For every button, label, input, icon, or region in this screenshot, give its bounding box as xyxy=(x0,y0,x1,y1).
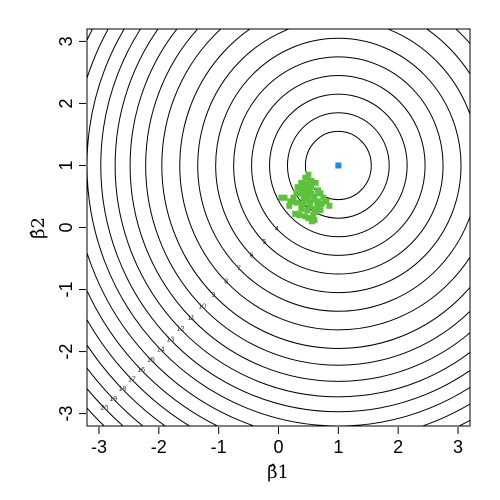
contour-label-4: 4 xyxy=(275,226,279,233)
contour-level-11 xyxy=(129,29,470,382)
contour-label-20: 20 xyxy=(100,405,108,412)
estimate-point xyxy=(302,174,309,181)
estimate-point xyxy=(311,193,318,200)
contour-level-12 xyxy=(114,29,470,398)
contour-label-19: 19 xyxy=(109,396,117,403)
x-tick-label: 1 xyxy=(333,437,343,457)
estimate-point xyxy=(314,202,321,209)
y-axis: -3 -2 -1 0 1 2 3 xyxy=(56,36,86,422)
contour-label-14: 14 xyxy=(157,347,165,354)
estimate-point xyxy=(318,200,325,207)
points-layer xyxy=(278,162,342,225)
estimate-point xyxy=(286,202,293,209)
true-value-point xyxy=(335,162,342,169)
estimate-point xyxy=(293,199,300,206)
plot-frame xyxy=(86,28,471,427)
x-tick-label: -1 xyxy=(211,437,227,457)
estimate-point xyxy=(293,190,300,197)
x-tick-label: 2 xyxy=(393,437,403,457)
estimate-point xyxy=(311,205,318,212)
contour-label-12: 12 xyxy=(177,326,185,333)
estimate-point xyxy=(304,193,311,200)
contour-label-7: 7 xyxy=(237,266,241,273)
estimate-point xyxy=(317,190,324,197)
estimate-point xyxy=(317,207,324,214)
estimate-point xyxy=(310,212,317,219)
contour-label-10: 10 xyxy=(198,304,206,311)
y-tick-label: 3 xyxy=(56,36,76,46)
contour-label-15: 15 xyxy=(147,357,155,364)
estimate-point xyxy=(296,212,303,219)
contour-label-18: 18 xyxy=(119,386,127,393)
estimate-point xyxy=(312,179,319,186)
x-axis-label: β̂1 xyxy=(267,462,289,483)
estimate-point xyxy=(311,217,318,224)
contour-level-9 xyxy=(161,29,470,349)
y-tick-label: 2 xyxy=(56,98,76,108)
contour-level-7 xyxy=(197,29,470,312)
estimate-point xyxy=(320,194,327,201)
contour-label-9: 9 xyxy=(212,292,216,299)
contour-level-13 xyxy=(100,29,470,413)
contour-level-1 xyxy=(304,130,372,201)
estimate-point xyxy=(305,171,312,178)
estimate-point xyxy=(294,184,301,191)
estimate-point xyxy=(306,186,313,193)
estimate-point xyxy=(302,181,309,188)
estimate-point xyxy=(308,177,315,184)
estimate-point xyxy=(314,187,321,194)
estimate-point xyxy=(301,187,308,194)
estimate-point xyxy=(292,210,299,217)
x-tick-label: -3 xyxy=(91,437,107,457)
x-axis: -3 -2 -1 0 1 2 3 xyxy=(91,427,463,457)
estimate-point xyxy=(304,207,311,214)
contour-level-10 xyxy=(145,29,470,366)
estimate-point xyxy=(302,213,309,220)
contour-label-8: 8 xyxy=(224,279,228,286)
estimate-point xyxy=(298,205,305,212)
estimate-point xyxy=(307,199,314,206)
contour-level-19 xyxy=(87,367,144,426)
estimate-point xyxy=(299,200,306,207)
estimate-point xyxy=(310,196,317,203)
x-tick-label: -2 xyxy=(151,437,167,457)
estimate-point xyxy=(314,198,321,205)
y-tick-label: 1 xyxy=(56,160,76,170)
x-tick-label: 3 xyxy=(453,437,463,457)
estimate-point xyxy=(308,190,315,197)
contour-level-6 xyxy=(215,37,462,294)
contour-label-5: 5 xyxy=(262,239,266,246)
x-tick-label: 0 xyxy=(273,437,283,457)
estimate-point xyxy=(300,192,307,199)
estimate-point xyxy=(287,198,294,205)
y-tick-label: 0 xyxy=(56,222,76,232)
estimate-point xyxy=(298,179,305,186)
estimate-point xyxy=(303,198,310,205)
contour-level-3 xyxy=(269,93,408,238)
estimate-point xyxy=(323,198,330,205)
contour-label-6: 6 xyxy=(250,252,254,259)
contour-label-11: 11 xyxy=(187,315,194,322)
estimate-point xyxy=(290,194,297,201)
estimate-point xyxy=(306,202,313,209)
contour-level-4 xyxy=(251,75,426,256)
estimate-point xyxy=(326,202,333,209)
y-axis-label: β̂2 xyxy=(28,217,49,239)
contour-label-13: 13 xyxy=(166,337,174,344)
contour-level-5 xyxy=(233,56,444,275)
y-tick-label: -1 xyxy=(56,282,76,298)
contour-level-2 xyxy=(286,112,390,219)
contour-label-16: 16 xyxy=(137,367,145,374)
contour-label-17: 17 xyxy=(128,377,136,384)
contour-level-8 xyxy=(179,29,470,331)
y-tick-label: -3 xyxy=(56,406,76,422)
y-tick-label: -2 xyxy=(56,344,76,360)
estimate-point xyxy=(312,208,319,215)
estimate-point xyxy=(278,194,285,201)
